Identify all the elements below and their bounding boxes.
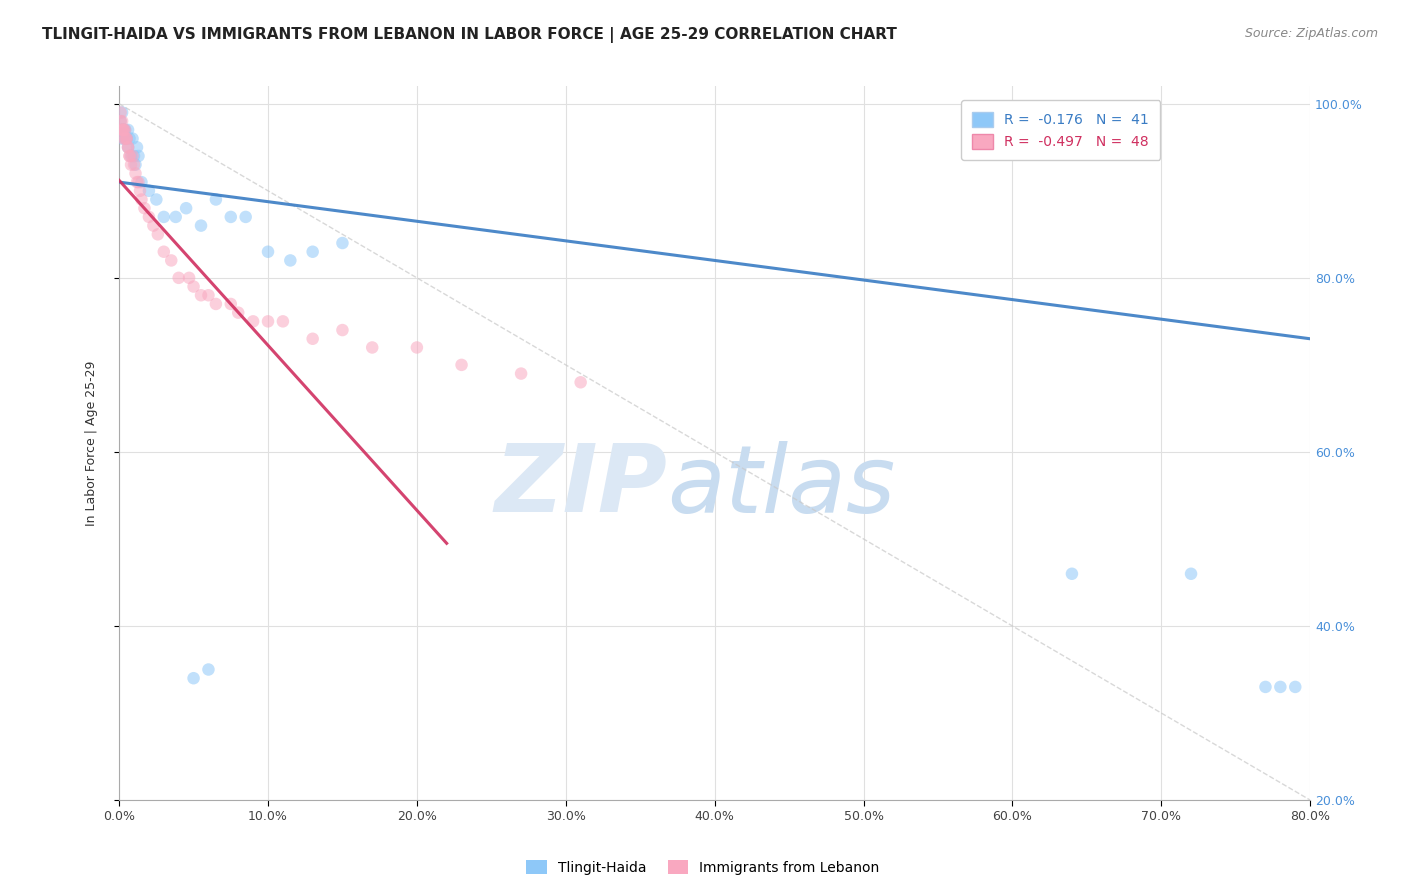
Point bbox=[118, 149, 141, 163]
Point bbox=[114, 123, 136, 137]
Point bbox=[110, 105, 132, 120]
Point bbox=[301, 244, 323, 259]
Point bbox=[118, 149, 141, 163]
Point bbox=[160, 253, 183, 268]
Point bbox=[235, 210, 257, 224]
Point bbox=[131, 175, 153, 189]
Point bbox=[138, 184, 160, 198]
Point bbox=[165, 210, 187, 224]
Point bbox=[121, 131, 143, 145]
Point bbox=[145, 193, 167, 207]
Point bbox=[257, 244, 280, 259]
Point bbox=[174, 201, 197, 215]
Point bbox=[1284, 680, 1306, 694]
Point bbox=[111, 123, 134, 137]
Point bbox=[112, 123, 135, 137]
Point bbox=[134, 201, 156, 215]
Point bbox=[205, 297, 228, 311]
Text: Source: ZipAtlas.com: Source: ZipAtlas.com bbox=[1244, 27, 1378, 40]
Point bbox=[127, 149, 149, 163]
Point bbox=[197, 663, 219, 677]
Point bbox=[120, 158, 142, 172]
Point bbox=[183, 671, 205, 685]
Point bbox=[124, 158, 146, 172]
Point bbox=[510, 367, 533, 381]
Point bbox=[118, 131, 141, 145]
Point bbox=[114, 123, 136, 137]
Point bbox=[115, 131, 138, 145]
Point bbox=[111, 123, 134, 137]
Point bbox=[152, 210, 174, 224]
Point bbox=[361, 341, 384, 355]
Point bbox=[332, 323, 354, 337]
Point bbox=[177, 270, 200, 285]
Point bbox=[190, 288, 212, 302]
Point bbox=[115, 131, 138, 145]
Point bbox=[280, 253, 302, 268]
Point bbox=[146, 227, 169, 242]
Point bbox=[142, 219, 165, 233]
Point bbox=[124, 166, 146, 180]
Point bbox=[122, 149, 145, 163]
Point bbox=[117, 140, 139, 154]
Point bbox=[242, 314, 264, 328]
Point bbox=[271, 314, 294, 328]
Point bbox=[129, 184, 152, 198]
Point bbox=[112, 123, 135, 137]
Point bbox=[112, 123, 135, 137]
Legend: Tlingit-Haida, Immigrants from Lebanon: Tlingit-Haida, Immigrants from Lebanon bbox=[520, 855, 886, 880]
Point bbox=[127, 175, 149, 189]
Point bbox=[125, 140, 148, 154]
Y-axis label: In Labor Force | Age 25-29: In Labor Force | Age 25-29 bbox=[86, 360, 98, 526]
Point bbox=[111, 131, 134, 145]
Point bbox=[197, 288, 219, 302]
Point bbox=[569, 376, 592, 390]
Point bbox=[406, 341, 429, 355]
Point bbox=[115, 131, 138, 145]
Point bbox=[117, 140, 139, 154]
Point bbox=[112, 123, 135, 137]
Point bbox=[112, 131, 135, 145]
Point bbox=[205, 193, 228, 207]
Point bbox=[111, 123, 134, 137]
Point bbox=[301, 332, 323, 346]
Point bbox=[115, 131, 138, 145]
Point bbox=[167, 270, 190, 285]
Point bbox=[450, 358, 472, 372]
Point bbox=[1060, 566, 1083, 581]
Point bbox=[121, 149, 143, 163]
Point bbox=[131, 193, 153, 207]
Point bbox=[226, 306, 249, 320]
Point bbox=[1270, 680, 1292, 694]
Point bbox=[138, 210, 160, 224]
Point bbox=[110, 114, 132, 128]
Point bbox=[111, 105, 134, 120]
Point bbox=[114, 131, 136, 145]
Point bbox=[117, 123, 139, 137]
Point bbox=[219, 210, 242, 224]
Point bbox=[125, 175, 148, 189]
Point bbox=[257, 314, 280, 328]
Point bbox=[122, 158, 145, 172]
Point bbox=[332, 235, 354, 250]
Point bbox=[117, 140, 139, 154]
Point bbox=[110, 123, 132, 137]
Text: TLINGIT-HAIDA VS IMMIGRANTS FROM LEBANON IN LABOR FORCE | AGE 25-29 CORRELATION : TLINGIT-HAIDA VS IMMIGRANTS FROM LEBANON… bbox=[42, 27, 897, 43]
Text: atlas: atlas bbox=[666, 441, 896, 532]
Legend: R =  -0.176   N =  41, R =  -0.497   N =  48: R = -0.176 N = 41, R = -0.497 N = 48 bbox=[962, 101, 1160, 160]
Text: ZIP: ZIP bbox=[494, 440, 666, 532]
Point bbox=[114, 131, 136, 145]
Point bbox=[183, 279, 205, 293]
Point bbox=[219, 297, 242, 311]
Point bbox=[190, 219, 212, 233]
Point bbox=[1180, 566, 1202, 581]
Point bbox=[110, 114, 132, 128]
Point bbox=[152, 244, 174, 259]
Point bbox=[120, 149, 142, 163]
Point bbox=[1254, 680, 1277, 694]
Point bbox=[111, 114, 134, 128]
